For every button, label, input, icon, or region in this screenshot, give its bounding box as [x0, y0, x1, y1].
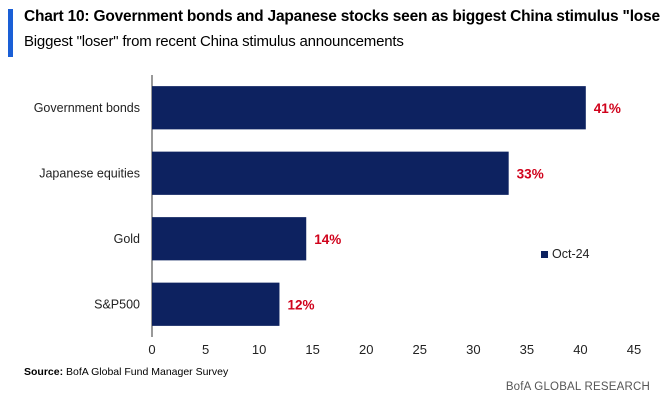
x-tick-label-0: 0	[148, 342, 155, 357]
x-tick-label-35: 35	[520, 342, 534, 357]
value-label-government-bonds: 41%	[594, 101, 621, 116]
source-label: Source:	[24, 366, 64, 378]
title-accent-bar	[8, 9, 13, 57]
x-tick-label-45: 45	[627, 342, 641, 357]
category-label-gold: Gold	[114, 232, 140, 246]
bar-chart: Government bonds 41% Japanese equities 33% G…	[34, 75, 641, 357]
x-tick-label-30: 30	[466, 342, 480, 357]
bar-gold	[152, 217, 307, 261]
x-tick-label-5: 5	[202, 342, 209, 357]
x-tick-label-15: 15	[305, 342, 319, 357]
x-tick-label-10: 10	[252, 342, 266, 357]
x-tick-label-40: 40	[573, 342, 587, 357]
bar-government-bonds	[152, 86, 586, 130]
chart-title: Chart 10: Government bonds and Japanese …	[24, 8, 660, 25]
category-label-japanese-equities: Japanese equities	[39, 166, 140, 180]
source-note: Source: BofA Global Fund Manager Survey	[24, 366, 228, 378]
bar-japanese-equities	[152, 151, 509, 195]
brand-footer: BofA GLOBAL RESEARCH	[505, 381, 650, 393]
bar-s-p500	[152, 282, 280, 326]
value-label-gold: 14%	[314, 232, 341, 247]
legend-swatch	[541, 251, 548, 258]
category-label-s-p500: S&P500	[94, 297, 140, 311]
value-label-japanese-equities: 33%	[517, 166, 544, 181]
chart-subtitle: Biggest "loser" from recent China stimul…	[24, 33, 404, 50]
x-tick-label-20: 20	[359, 342, 373, 357]
category-label-government-bonds: Government bonds	[34, 101, 140, 115]
x-tick-label-25: 25	[413, 342, 427, 357]
legend-label: Oct-24	[552, 247, 590, 261]
value-label-s-p500: 12%	[287, 297, 314, 312]
source-text: BofA Global Fund Manager Survey	[66, 366, 229, 378]
